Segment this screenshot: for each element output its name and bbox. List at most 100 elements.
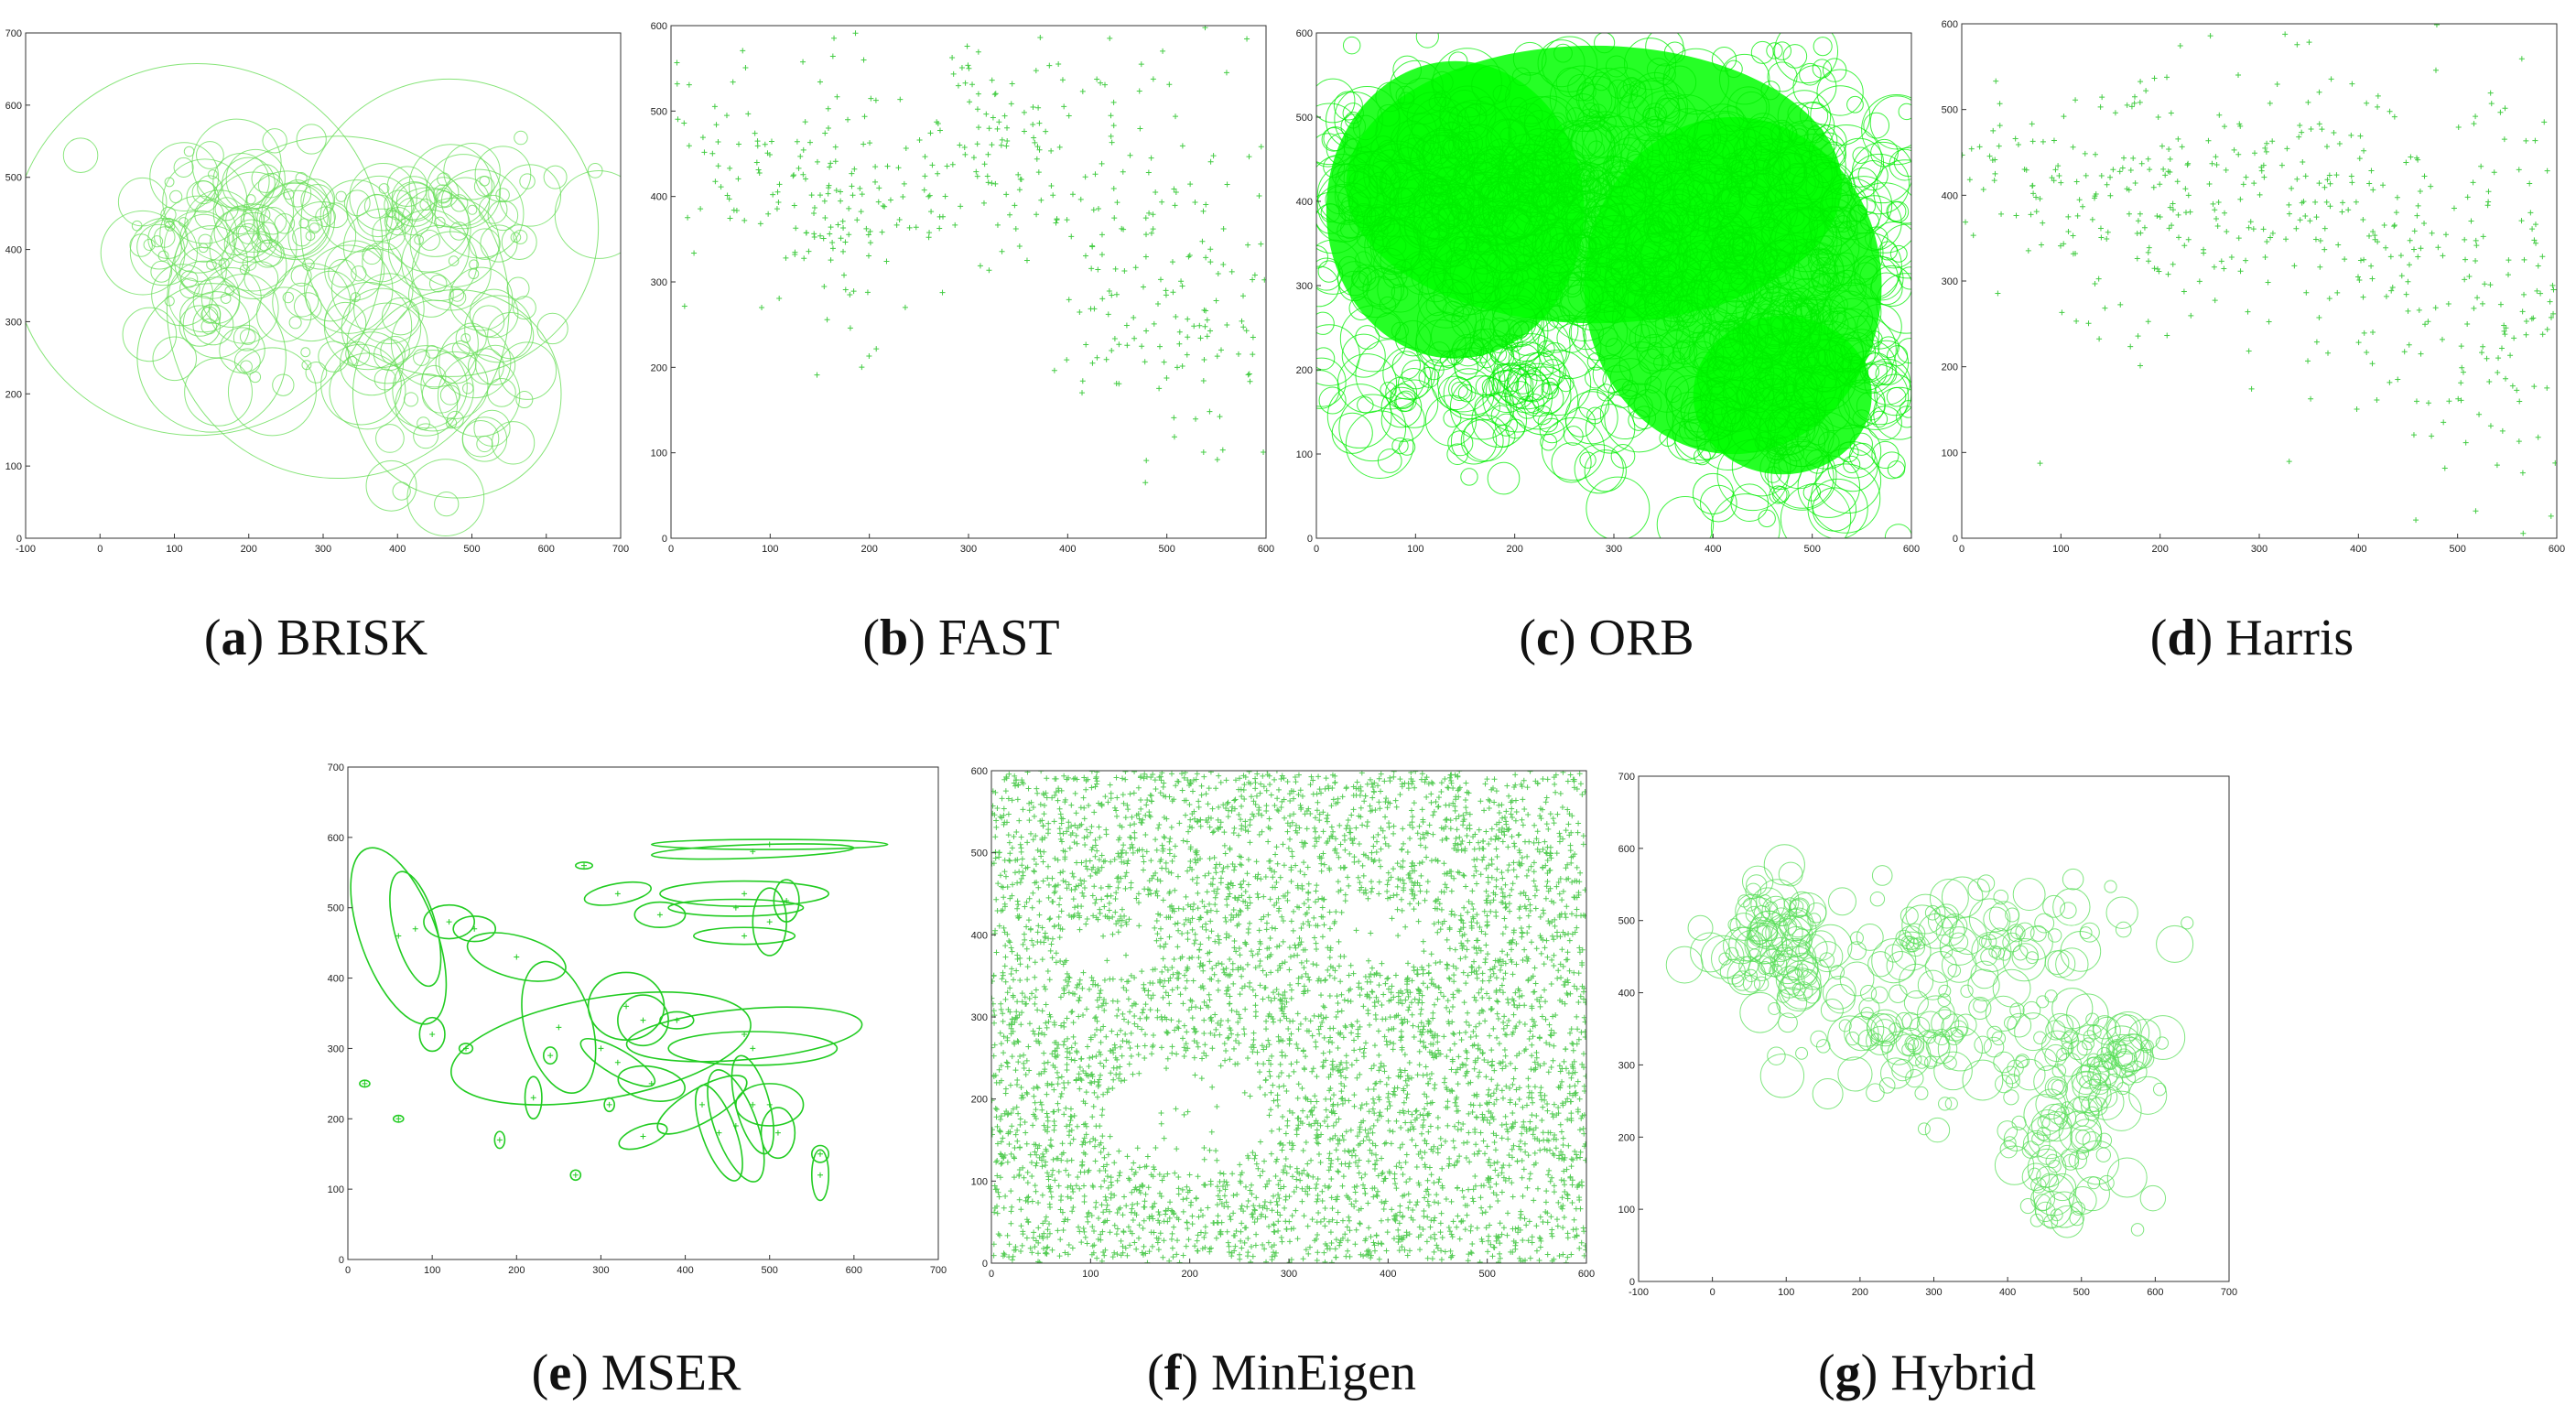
- feature-circle: [283, 179, 312, 208]
- feature-point: [1025, 1198, 1032, 1205]
- feature-circle: [1572, 219, 1589, 236]
- feature-circle: [375, 424, 405, 453]
- feature-point: [1431, 921, 1437, 927]
- feature-circle: [150, 260, 173, 283]
- feature-point: [1130, 1202, 1136, 1208]
- feature-point: [936, 213, 943, 220]
- feature-point: [1404, 987, 1411, 993]
- feature-point: [1406, 1059, 1412, 1065]
- feature-circle: [1316, 239, 1361, 295]
- feature-point: [1147, 792, 1153, 798]
- feature-point: [2356, 277, 2363, 284]
- feature-point: [1114, 1177, 1120, 1184]
- feature-point: [1114, 1012, 1120, 1019]
- feature-point: [1025, 917, 1032, 924]
- feature-point: [2532, 222, 2538, 228]
- feature-point: [2029, 121, 2035, 127]
- feature-point: [1108, 113, 1114, 119]
- feature-point: [1376, 982, 1382, 989]
- feature-point: [1512, 1226, 1519, 1232]
- feature-point: [2366, 180, 2373, 187]
- feature-circle: [293, 292, 322, 321]
- feature-circle: [468, 268, 480, 280]
- feature-point: [1323, 775, 1329, 782]
- feature-point: [1081, 1228, 1088, 1235]
- feature-point: [2487, 90, 2494, 96]
- feature-circle: [1490, 343, 1513, 366]
- feature-circle: [1476, 348, 1497, 369]
- y-tick-label: 400: [328, 974, 344, 985]
- feature-point: [1176, 341, 1183, 347]
- feature-point: [1002, 1193, 1009, 1199]
- feature-circle: [1609, 358, 1651, 400]
- feature-center: [581, 862, 587, 869]
- feature-circle: [1584, 263, 1601, 281]
- feature-circle: [1630, 220, 1688, 277]
- feature-point: [2435, 244, 2441, 251]
- feature-circle: [1846, 95, 1864, 114]
- feature-point: [1353, 927, 1359, 934]
- feature-point: [1191, 1038, 1197, 1044]
- feature-point: [965, 62, 971, 69]
- feature-point: [1019, 999, 1025, 1005]
- feature-circle: [1372, 235, 1391, 254]
- feature-circle: [343, 189, 371, 217]
- feature-point: [1275, 1218, 1282, 1225]
- x-tick-label: 200: [241, 544, 257, 555]
- feature-point: [2218, 258, 2224, 265]
- feature-center: [446, 919, 452, 925]
- feature-point: [1522, 1149, 1529, 1155]
- feature-point: [1094, 1255, 1100, 1261]
- feature-circle: [1409, 129, 1476, 195]
- feature-point: [1264, 954, 1271, 960]
- feature-point: [2527, 180, 2533, 187]
- feature-circle: [1611, 202, 1674, 265]
- y-tick-label: 0: [662, 534, 667, 545]
- feature-point: [1275, 991, 1282, 998]
- feature-point: [1261, 1158, 1268, 1164]
- feature-point: [1230, 1193, 1237, 1199]
- feature-point: [1554, 1223, 1561, 1229]
- feature-point: [1185, 1007, 1192, 1013]
- feature-circle: [365, 459, 417, 512]
- feature-point: [1391, 1041, 1397, 1047]
- feature-circle: [1469, 176, 1539, 245]
- feature-circle: [385, 207, 396, 218]
- feature-point: [1450, 800, 1456, 806]
- feature-circle: [62, 137, 99, 173]
- feature-point: [1164, 375, 1170, 382]
- feature-point: [1169, 858, 1175, 864]
- feature-point: [1968, 146, 1975, 152]
- feature-circle: [1787, 102, 1810, 124]
- feature-point: [1428, 1029, 1434, 1035]
- feature-point: [1564, 1117, 1571, 1123]
- feature-point: [1304, 1161, 1311, 1167]
- feature-point: [2428, 183, 2434, 189]
- feature-point: [1136, 923, 1142, 929]
- feature-point: [1250, 351, 1256, 358]
- feature-point: [1184, 351, 1190, 358]
- feature-circle: [1666, 392, 1714, 439]
- feature-point: [2210, 200, 2216, 207]
- feature-point: [1237, 861, 1243, 868]
- feature-circle: [249, 371, 262, 384]
- feature-point: [1195, 905, 1201, 912]
- feature-point: [1510, 936, 1516, 943]
- feature-circle: [147, 218, 189, 260]
- feature-point: [1169, 1230, 1175, 1237]
- feature-point: [916, 137, 923, 144]
- feature-point: [1274, 1209, 1281, 1216]
- x-tick-label: 0: [1314, 544, 1319, 555]
- feature-circle: [1652, 198, 1696, 243]
- feature-circle: [149, 142, 220, 212]
- feature-point: [1405, 1127, 1412, 1133]
- feature-point: [2473, 114, 2479, 120]
- feature-circle: [26, 63, 384, 437]
- feature-point: [827, 231, 833, 237]
- feature-point: [745, 111, 752, 117]
- feature-point: [1482, 781, 1488, 787]
- feature-point: [1190, 906, 1196, 913]
- feature-point: [1428, 951, 1434, 957]
- feature-point: [998, 1006, 1004, 1012]
